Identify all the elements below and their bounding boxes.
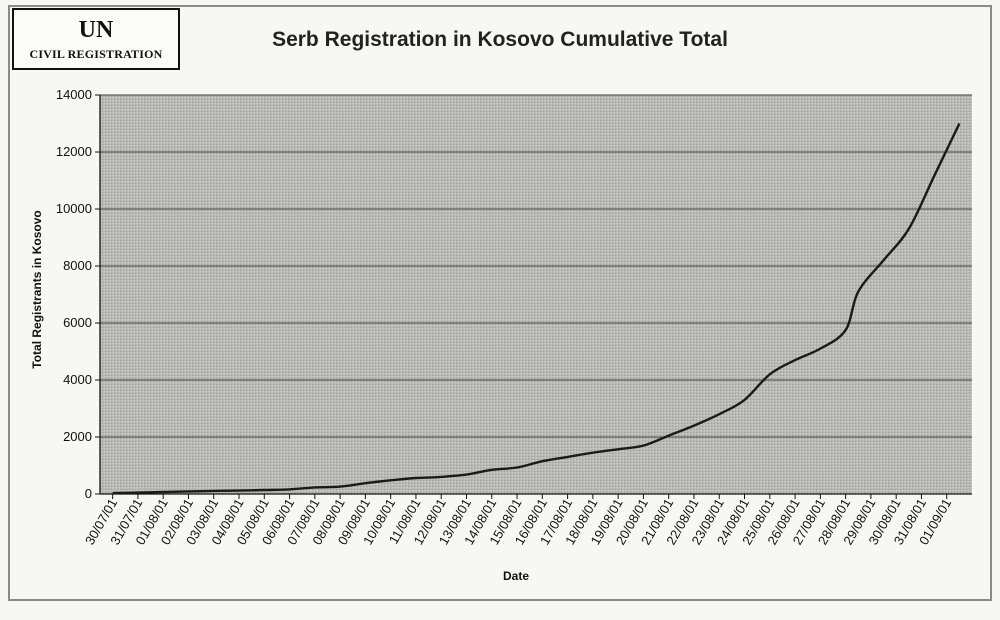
y-tick-label: 6000	[63, 315, 92, 330]
y-tick-label: 4000	[63, 372, 92, 387]
y-tick-label: 12000	[56, 144, 92, 159]
x-axis-title: Date	[503, 569, 529, 583]
plot-area	[100, 95, 972, 494]
logo-sub-text: CIVIL REGISTRATION	[29, 47, 163, 61]
logo-main-text: UN	[78, 17, 114, 43]
chart-title: Serb Registration in Kosovo Cumulative T…	[272, 28, 728, 51]
y-tick-label: 2000	[63, 429, 92, 444]
y-tick-label: 0	[85, 486, 92, 501]
un-logo: UN CIVIL REGISTRATION	[12, 8, 180, 70]
y-tick-label: 14000	[56, 87, 92, 102]
chart-frame	[8, 5, 992, 601]
y-axis-title: Total Registrants in Kosovo	[30, 210, 44, 368]
y-tick-label: 10000	[56, 201, 92, 216]
series-line	[112, 122, 961, 495]
y-tick-label: 8000	[63, 258, 92, 273]
